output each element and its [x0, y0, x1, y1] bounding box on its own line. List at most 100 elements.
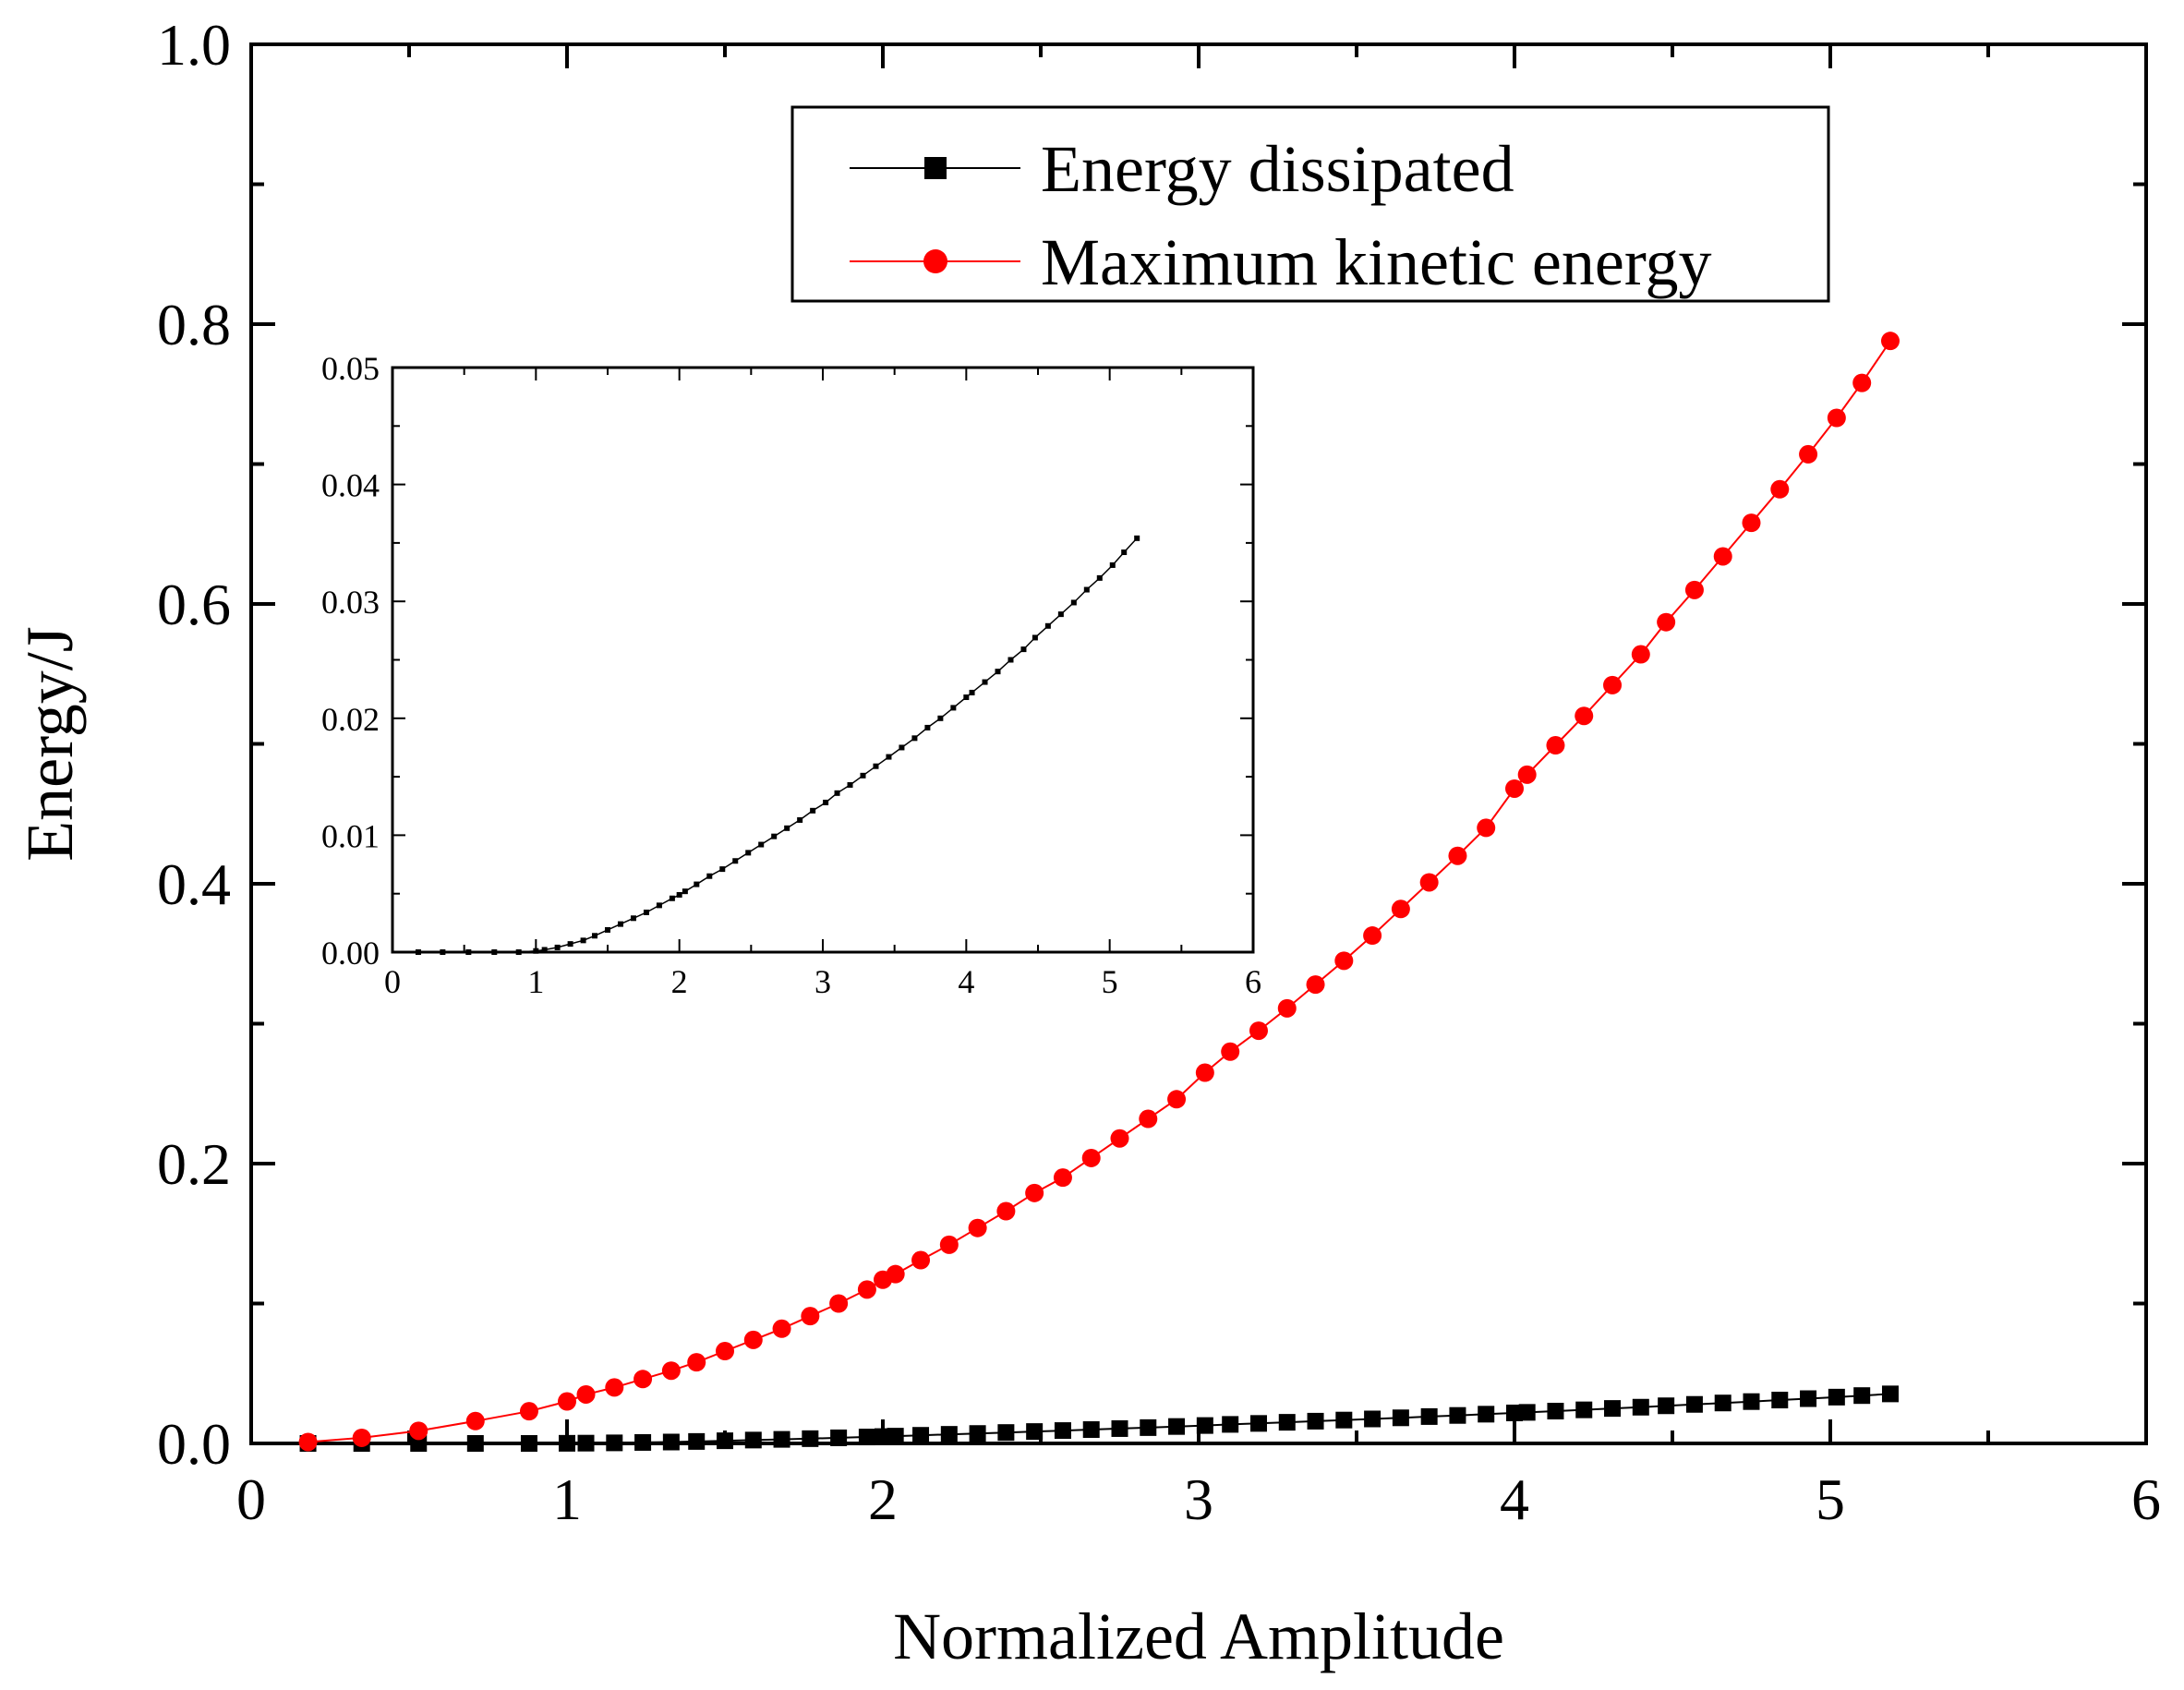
inset-data-point-energy-dissipated [860, 772, 866, 779]
inset-data-point-energy-dissipated [491, 949, 498, 955]
main-data-point-maximum-kinetic-energy [1221, 1042, 1240, 1061]
inset-data-point-energy-dissipated [1121, 549, 1128, 556]
main-data-point-maximum-kinetic-energy [687, 1353, 706, 1372]
inset-data-point-energy-dissipated [834, 790, 840, 796]
main-data-point-maximum-kinetic-energy [1053, 1168, 1072, 1188]
main-data-point-maximum-kinetic-energy [772, 1319, 791, 1338]
main-data-point-energy-dissipated [1685, 1395, 1703, 1413]
inset-data-point-energy-dissipated [465, 949, 472, 955]
main-data-point-maximum-kinetic-energy [1081, 1148, 1101, 1167]
main-data-point-energy-dissipated [1196, 1417, 1213, 1434]
main-data-point-maximum-kinetic-energy [576, 1384, 596, 1404]
inset-data-point-energy-dissipated [656, 902, 662, 909]
main-data-point-maximum-kinetic-energy [352, 1428, 371, 1447]
inset-data-point-energy-dissipated [924, 724, 931, 730]
inset-data-point-energy-dissipated [797, 816, 803, 823]
main-data-point-maximum-kinetic-energy [1852, 373, 1872, 392]
main-data-point-maximum-kinetic-energy [1517, 765, 1537, 784]
main-data-point-maximum-kinetic-energy [558, 1392, 576, 1411]
main-data-point-maximum-kinetic-energy [409, 1421, 428, 1441]
main-y-tick-label: 1.0 [157, 12, 231, 78]
main-data-point-energy-dissipated [744, 1431, 762, 1449]
main-data-point-energy-dissipated [1420, 1407, 1438, 1425]
main-data-point-energy-dissipated [997, 1424, 1015, 1442]
main-data-point-energy-dissipated [1853, 1387, 1871, 1405]
main-data-point-energy-dissipated [1140, 1418, 1157, 1436]
inset-data-point-energy-dissipated [950, 705, 957, 711]
main-data-point-maximum-kinetic-energy [968, 1218, 987, 1237]
main-data-point-energy-dissipated [606, 1434, 623, 1452]
main-data-point-maximum-kinetic-energy [1880, 332, 1900, 351]
inset-x-tick-label: 6 [1245, 963, 1261, 1000]
inset-data-point-energy-dissipated [706, 873, 713, 879]
main-data-point-energy-dissipated [634, 1433, 652, 1451]
main-data-point-energy-dissipated [1506, 1404, 1523, 1421]
main-data-point-energy-dissipated [1392, 1409, 1409, 1427]
main-data-point-energy-dissipated [1111, 1419, 1128, 1437]
inset-y-tick-label: 0.04 [321, 467, 380, 504]
main-data-point-maximum-kinetic-energy [1505, 779, 1524, 798]
inset-data-point-energy-dissipated [1008, 657, 1014, 663]
main-data-point-maximum-kinetic-energy [1827, 408, 1846, 428]
main-data-point-maximum-kinetic-energy [661, 1361, 681, 1381]
main-data-point-energy-dissipated [1082, 1421, 1100, 1439]
inset-x-tick-label: 4 [958, 963, 974, 1000]
legend-marker-maximum-kinetic-energy [923, 249, 947, 273]
inset-data-point-energy-dissipated [1044, 622, 1051, 629]
main-data-point-maximum-kinetic-energy [1391, 899, 1410, 919]
inset-data-point-energy-dissipated [771, 833, 778, 839]
main-data-point-maximum-kinetic-energy [1575, 706, 1594, 726]
main-data-point-energy-dissipated [1714, 1394, 1732, 1412]
main-x-tick-label: 0 [236, 1467, 266, 1532]
main-data-point-maximum-kinetic-energy [939, 1235, 959, 1254]
main-data-point-maximum-kinetic-energy [1742, 513, 1761, 533]
inset-x-tick-label: 2 [671, 963, 688, 1000]
main-data-point-energy-dissipated [1771, 1392, 1789, 1409]
inset-data-point-energy-dissipated [982, 679, 988, 685]
main-data-point-maximum-kinetic-energy [1799, 444, 1818, 464]
main-data-point-energy-dissipated [1249, 1415, 1267, 1432]
main-data-point-energy-dissipated [410, 1435, 428, 1452]
main-data-point-energy-dissipated [520, 1435, 537, 1452]
main-data-point-energy-dissipated [1026, 1423, 1044, 1441]
main-data-point-energy-dissipated [773, 1430, 790, 1448]
inset-plot-frame [391, 366, 1255, 954]
inset-plot: 0 1 2 3 4 5 6 0.00 0.01 0.02 0.03 0.04 0.05 [321, 350, 1261, 1000]
main-data-point-energy-dissipated [1828, 1388, 1845, 1406]
inset-data-point-energy-dissipated [995, 669, 1001, 675]
inset-y-tick-label: 0.03 [321, 584, 380, 621]
inset-data-point-energy-dissipated [937, 715, 944, 721]
main-data-point-maximum-kinetic-energy [1546, 736, 1565, 755]
main-data-point-energy-dissipated [1054, 1422, 1071, 1440]
legend-frame [790, 105, 1830, 303]
inset-data-point-energy-dissipated [440, 949, 446, 955]
main-data-point-energy-dissipated [577, 1434, 595, 1452]
main-data-point-energy-dissipated [875, 1428, 891, 1445]
main-data-point-energy-dissipated [1307, 1412, 1324, 1430]
inset-data-point-energy-dissipated [694, 881, 700, 887]
main-data-point-maximum-kinetic-energy [801, 1307, 820, 1326]
main-data-point-maximum-kinetic-energy [886, 1264, 905, 1284]
main-data-point-maximum-kinetic-energy [519, 1402, 538, 1421]
main-data-point-maximum-kinetic-energy [1195, 1063, 1214, 1082]
main-data-point-energy-dissipated [688, 1432, 706, 1450]
inset-data-point-energy-dissipated [1109, 561, 1116, 568]
inset-data-point-energy-dissipated [873, 763, 879, 769]
inset-data-point-energy-dissipated [1096, 574, 1103, 581]
inset-data-point-energy-dissipated [1057, 611, 1064, 618]
main-data-point-energy-dissipated [1658, 1397, 1675, 1415]
main-y-axis-title: Energy/J [13, 626, 87, 862]
main-data-point-maximum-kinetic-energy [1770, 479, 1790, 499]
main-data-point-maximum-kinetic-energy [829, 1294, 849, 1313]
main-data-point-energy-dissipated [1364, 1410, 1382, 1428]
main-x-tick-label: 6 [2131, 1467, 2161, 1532]
main-x-tick-label: 5 [1816, 1467, 1845, 1532]
main-data-point-maximum-kinetic-energy [1603, 675, 1623, 694]
main-data-point-energy-dissipated [912, 1427, 930, 1444]
inset-y-tick-label: 0.01 [321, 817, 380, 854]
inset-data-point-energy-dissipated [719, 866, 726, 873]
main-data-point-maximum-kinetic-energy [743, 1330, 763, 1349]
inset-y-tick-label: 0.00 [321, 935, 380, 972]
main-x-tick-label: 4 [1500, 1467, 1529, 1532]
main-data-point-energy-dissipated [1800, 1390, 1817, 1407]
